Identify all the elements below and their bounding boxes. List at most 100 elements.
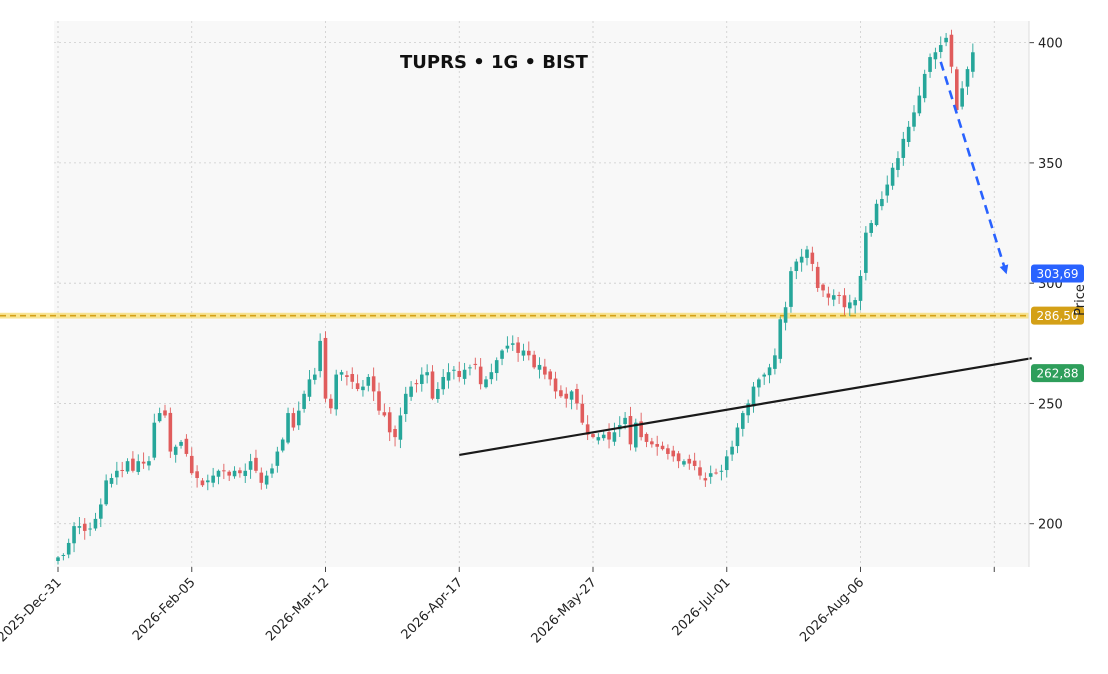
candle-body <box>880 198 884 207</box>
candle-body <box>296 410 301 426</box>
candle-body <box>184 438 189 454</box>
candle-body <box>307 379 312 397</box>
candle-body <box>724 456 729 471</box>
candle-body <box>238 470 242 474</box>
candle-body <box>831 295 836 300</box>
candle-body <box>329 398 333 409</box>
candle-body <box>436 389 440 400</box>
candle-body <box>944 37 948 43</box>
candle-body <box>634 422 638 448</box>
candle-body <box>173 446 178 455</box>
candle-body <box>955 69 959 110</box>
candle-body <box>462 369 467 379</box>
candle-body <box>869 223 873 233</box>
candle-body <box>136 461 141 472</box>
candle-body <box>543 366 547 375</box>
x-tick-label: 2026-Feb-05 <box>130 575 199 644</box>
support-badge-bg <box>1031 306 1084 325</box>
x-tick-label: 2025-Dec-31 <box>0 575 65 645</box>
projection-arrow-head <box>999 264 1009 275</box>
candle-body <box>345 375 349 377</box>
candle-body <box>580 403 585 423</box>
candle-body <box>687 458 692 464</box>
candle-body <box>698 467 702 476</box>
candle-body <box>93 518 98 529</box>
candle-body <box>478 366 483 385</box>
target-badge-bg <box>1031 264 1084 283</box>
candle-body <box>644 433 649 442</box>
candle-body <box>842 295 847 308</box>
candle-body <box>874 203 879 226</box>
candle-body <box>826 293 831 298</box>
candle-body <box>382 412 387 416</box>
candle-body <box>773 355 777 369</box>
candle-body <box>403 393 408 415</box>
candle-body <box>922 73 927 99</box>
candle-body <box>430 371 435 399</box>
y-axis-label: Price <box>1073 284 1088 316</box>
candle-body <box>243 470 248 476</box>
candle-body <box>484 379 488 388</box>
candle-body <box>692 460 697 466</box>
candle-body <box>928 57 932 72</box>
candle-body <box>152 422 157 458</box>
candle-body <box>799 256 804 263</box>
candle-body <box>420 374 424 384</box>
candle-body <box>393 429 397 438</box>
candle-body <box>206 480 210 483</box>
candle-body <box>109 478 114 484</box>
candle-body <box>527 350 531 356</box>
candle-body <box>398 415 403 440</box>
candle-body <box>960 88 964 107</box>
candle-body <box>521 350 526 356</box>
candle-body <box>189 455 194 474</box>
candle-body <box>355 383 360 390</box>
candle-body <box>446 372 451 381</box>
candle-body <box>227 471 231 476</box>
candle-body <box>377 391 381 411</box>
candle-body <box>286 413 290 443</box>
x-tick-label: 2026-May-27 <box>529 575 600 646</box>
candle-body <box>949 34 954 67</box>
candle-body <box>99 504 103 519</box>
x-tick-label: 2026-Apr-17 <box>399 575 466 642</box>
candle-body <box>125 461 130 472</box>
plot-area <box>54 21 1029 567</box>
candle-body <box>639 421 643 438</box>
candle-body <box>537 364 542 370</box>
candle-body <box>660 445 665 450</box>
candle-body <box>607 431 611 440</box>
candle-body <box>168 412 173 452</box>
candle-body <box>147 461 151 466</box>
candle-body <box>671 450 676 457</box>
candle-body <box>222 470 226 472</box>
candle-body <box>714 472 718 474</box>
support-badge-text: 286,50 <box>1037 309 1079 323</box>
candle-body <box>157 413 162 422</box>
y-tick-label: 200 <box>1038 518 1063 533</box>
projection-arrow-line <box>939 61 1008 275</box>
candle-body <box>104 480 108 505</box>
candle-body <box>650 441 654 445</box>
candle-body <box>452 369 456 371</box>
candle-body <box>666 448 670 454</box>
candle-body <box>61 554 66 556</box>
candle-body <box>302 393 306 409</box>
candle-body <box>848 302 852 309</box>
support-badge: 286,50 <box>1031 306 1084 325</box>
candle-body <box>414 383 419 385</box>
candle-body <box>115 470 119 478</box>
candle-body <box>179 441 183 446</box>
candle-body <box>708 473 713 477</box>
candle-body <box>559 390 563 397</box>
candle-body <box>510 343 515 345</box>
candle-body <box>216 470 221 477</box>
candle-body <box>254 457 258 471</box>
candle-body <box>334 374 338 410</box>
candle-body <box>815 266 820 288</box>
candle-body <box>778 319 783 359</box>
candle-body <box>837 294 841 296</box>
candle-body <box>505 345 510 349</box>
candle-body <box>120 469 124 471</box>
